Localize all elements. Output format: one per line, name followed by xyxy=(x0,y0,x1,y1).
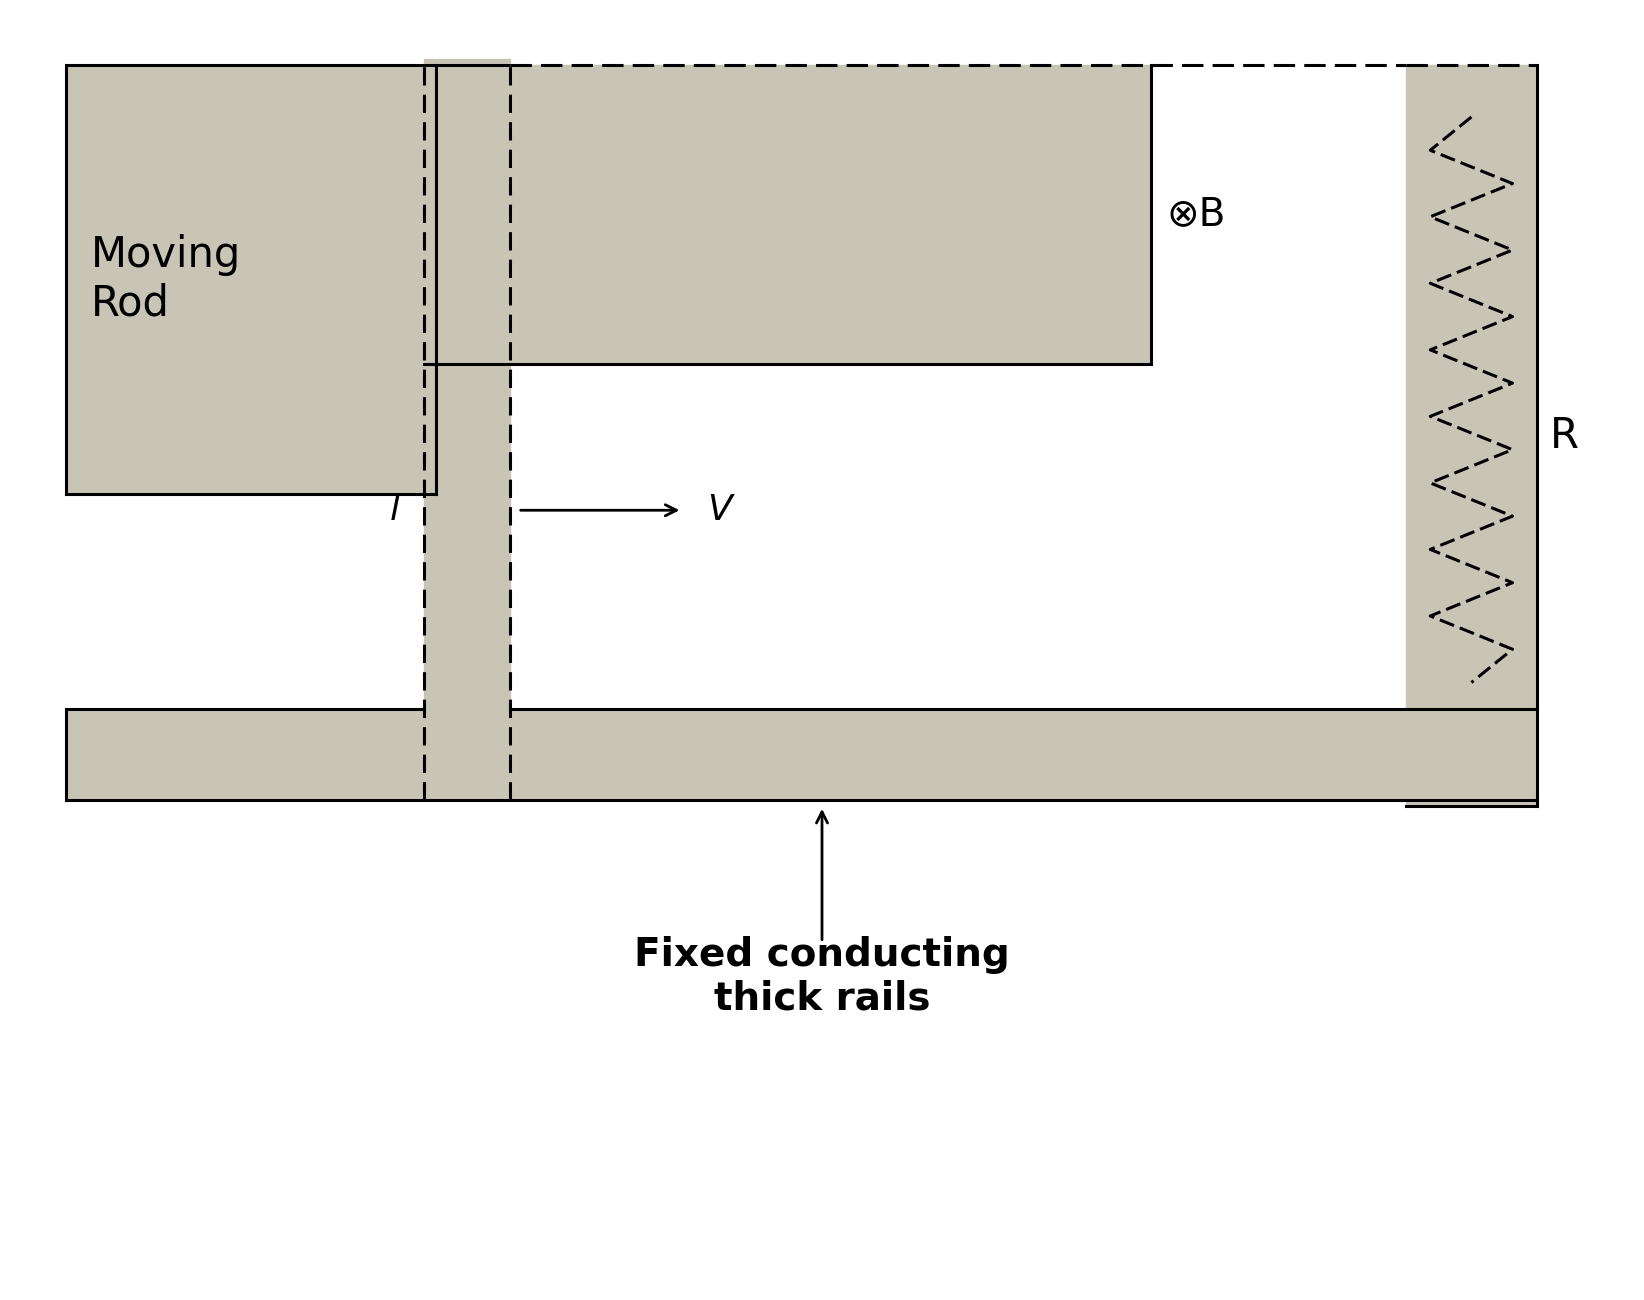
Text: V: V xyxy=(707,493,732,528)
Text: Fixed conducting
thick rails: Fixed conducting thick rails xyxy=(635,936,1009,1018)
Text: ⊗B: ⊗B xyxy=(1166,195,1226,234)
Bar xyxy=(66,65,436,494)
Bar xyxy=(424,65,1151,364)
Bar xyxy=(1406,65,1537,806)
Text: Moving
Rod: Moving Rod xyxy=(90,234,240,325)
Bar xyxy=(66,708,1537,800)
Text: l: l xyxy=(390,493,399,528)
Bar xyxy=(424,58,510,799)
Text: R: R xyxy=(1550,415,1580,456)
